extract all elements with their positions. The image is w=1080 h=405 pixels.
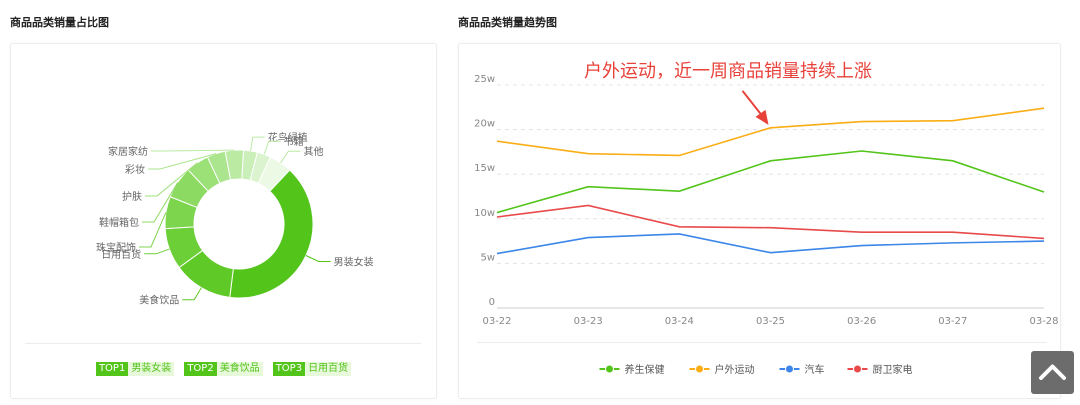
pie-panel-title: 商品品类销量占比图 — [10, 16, 109, 29]
top-tag-1: TOP1 男装女装 — [95, 362, 175, 376]
donut-label-line — [142, 182, 179, 223]
legend-label: 汽车 — [805, 363, 825, 376]
top-tag-name: 日用百货 — [305, 362, 352, 376]
trend-divider — [477, 342, 1047, 343]
donut-label-line — [305, 255, 331, 262]
donut-label: 其他 — [303, 145, 323, 158]
line-chart: 0 5w 10w 15w 20w 25w 03-22 03-23 03-24 03-25 03-26… — [474, 61, 1058, 376]
top-tag-rank: TOP3 — [272, 362, 306, 376]
series-line — [496, 150, 1045, 214]
donut-label-line — [144, 248, 170, 255]
donut-label: 彩妆 — [125, 163, 145, 176]
pie-divider — [25, 343, 421, 344]
back-to-top-button[interactable] — [1031, 351, 1074, 394]
donut-label: 家居家纺 — [108, 145, 148, 158]
trend-chart-card: 0 5w 10w 15w 20w 25w 03-22 03-23 03-24 03-25 03-26… — [458, 43, 1061, 399]
annotation-arrow-head — [755, 109, 769, 125]
y-tick-label: 20w — [474, 119, 495, 130]
donut-label-line — [263, 140, 281, 155]
series-line — [496, 204, 1045, 240]
legend-marker — [785, 364, 794, 374]
donut-label: 美食饮品 — [139, 294, 179, 307]
x-tick-label: 03-26 — [847, 316, 876, 327]
x-tick-label: 03-28 — [1029, 316, 1058, 327]
chevron-up-icon — [1039, 364, 1066, 380]
chart-annotation: 户外运动，近一周商品销量持续上涨 — [584, 61, 872, 82]
top-tag-name: 美食饮品 — [216, 362, 263, 376]
x-tick-label: 03-25 — [756, 316, 785, 327]
donut-label: 男装女装 — [334, 255, 374, 268]
legend-marker — [605, 364, 614, 374]
donut-label: 日用百货 — [101, 248, 141, 261]
donut-slice — [257, 156, 291, 192]
series-line — [496, 233, 1045, 255]
legend-marker — [695, 364, 704, 374]
donut-label: 鞋帽箱包 — [99, 216, 139, 229]
x-tick-label: 03-23 — [574, 316, 603, 327]
y-tick-label: 15w — [474, 163, 495, 174]
donut-label-line — [250, 136, 265, 151]
donut-label: 珠宝配饰 — [96, 241, 136, 254]
x-tick-label: 03-27 — [938, 316, 967, 327]
top-tag-rank: TOP2 — [184, 362, 217, 376]
legend-marker — [853, 364, 862, 374]
y-tick-label: 25w — [474, 74, 495, 85]
donut-label-line — [148, 153, 217, 170]
y-tick-label: 10w — [474, 208, 495, 219]
donut-label-line — [182, 287, 202, 301]
y-tick-label: 5w — [480, 252, 495, 263]
top-tag-3: TOP3 日用百货 — [272, 362, 352, 376]
donut-label-line — [280, 150, 301, 164]
donut-label: 护肤 — [122, 190, 142, 203]
donut-label-line — [139, 212, 167, 248]
legend-label: 厨卫家电 — [873, 363, 913, 376]
top-tag-rank: TOP1 — [95, 362, 129, 376]
pie-chart-card: 男装女装 美食饮品 日用百货 珠宝配饰 鞋帽箱包 护肤 彩妆 家居家纺 花鸟绿植 书籍 其他 TOP… — [10, 43, 437, 399]
donut-label-line — [145, 162, 198, 197]
donut-label-line — [151, 149, 235, 152]
legend-label: 养生保健 — [625, 363, 665, 376]
y-tick-label: 0 — [489, 297, 495, 308]
x-tick-label: 03-24 — [665, 316, 694, 327]
top-tags: TOP1 男装女装 TOP2 美食饮品 TOP3 日用百货 — [11, 362, 436, 376]
top-tag-2: TOP2 美食饮品 — [184, 362, 263, 376]
donut-label: 书籍 — [284, 135, 304, 148]
legend-label: 户外运动 — [715, 363, 755, 376]
trend-panel-title: 商品品类销量趋势图 — [458, 16, 557, 29]
donut-slice — [229, 169, 314, 299]
series-line — [496, 107, 1045, 157]
x-tick-label: 03-22 — [482, 316, 511, 327]
top-tag-name: 男装女装 — [128, 362, 175, 376]
